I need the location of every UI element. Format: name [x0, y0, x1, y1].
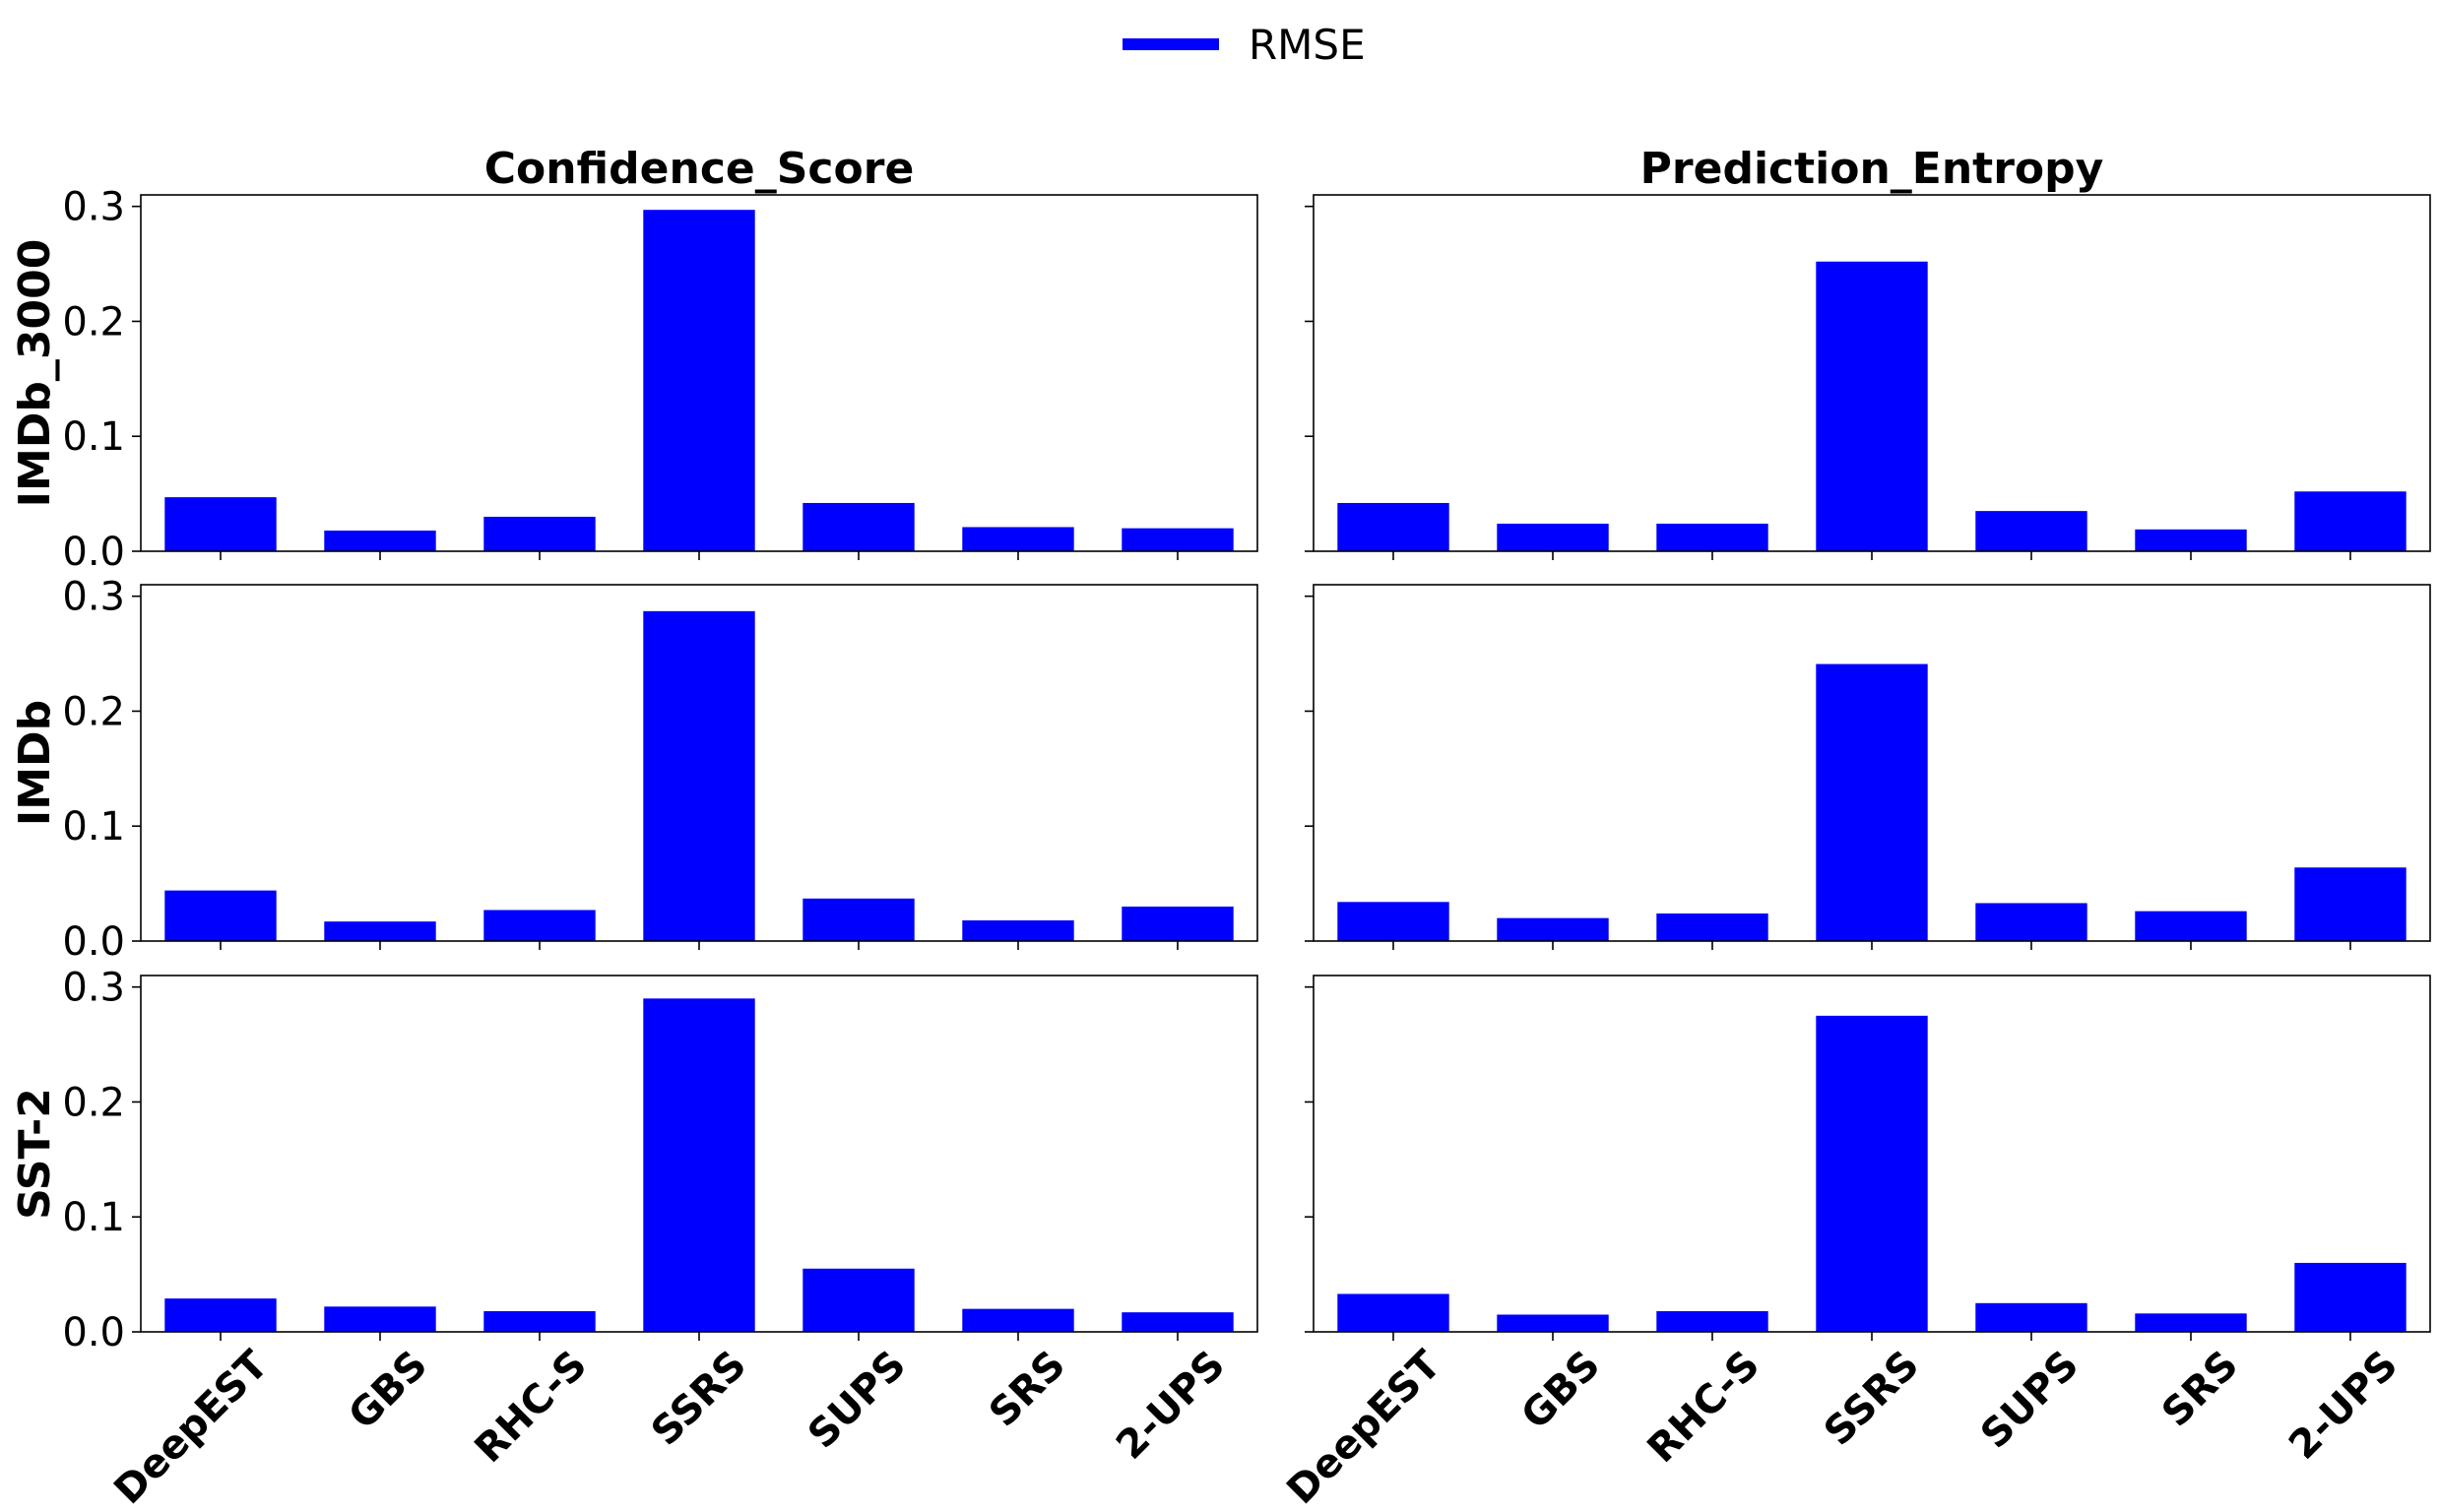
- y-tick-label: 0.0: [62, 919, 125, 965]
- row-label: IMDb: [10, 700, 60, 826]
- bar: [2294, 1262, 2407, 1332]
- bar: [1337, 1293, 1449, 1332]
- bar: [324, 530, 436, 551]
- plot-frame: [1313, 584, 2431, 942]
- bar: [1656, 1310, 1768, 1332]
- x-tick-label: SSRS: [643, 1343, 755, 1455]
- bar: [483, 910, 596, 941]
- x-tick-label: RHC-S: [467, 1343, 596, 1472]
- x-tick-label: SUPS: [1972, 1343, 2087, 1458]
- plot-frame: [1313, 975, 2431, 1333]
- x-tick-label: 2-UPS: [2280, 1343, 2407, 1469]
- column-title: Prediction_Entropy: [1640, 144, 2104, 194]
- bar: [962, 527, 1074, 551]
- x-tick-label: 2-UPS: [1108, 1343, 1234, 1469]
- bar: [643, 610, 755, 941]
- x-tick-label: SRS: [981, 1343, 1074, 1436]
- y-tick-label: 0.0: [62, 530, 125, 575]
- bar: [1656, 523, 1768, 551]
- bar: [962, 919, 1074, 941]
- bar: [1122, 906, 1234, 941]
- plot-frame: [140, 975, 1258, 1333]
- y-tick-label: 0.2: [62, 1080, 125, 1125]
- bar: [164, 1298, 277, 1332]
- bar: [164, 890, 277, 941]
- x-tick-label: SSRS: [1816, 1343, 1928, 1455]
- bar: [1975, 511, 2087, 551]
- plot-frame: [1313, 194, 2431, 552]
- plot-frame: [140, 584, 1258, 942]
- y-tick-label: 0.3: [62, 575, 125, 620]
- bar: [2294, 491, 2407, 551]
- x-tick-label: DeepEST: [105, 1342, 277, 1512]
- bar: [324, 1306, 436, 1332]
- y-tick-label: 0.3: [62, 966, 125, 1011]
- row-label: IMDb_3000: [10, 239, 60, 508]
- bar: [1337, 502, 1449, 551]
- bar: [643, 210, 755, 551]
- x-tick-label: RHC-S: [1639, 1343, 1768, 1472]
- bar: [962, 1308, 1074, 1332]
- bar: [483, 516, 596, 551]
- bar: [802, 1268, 915, 1332]
- bar: [802, 502, 915, 551]
- x-tick-label: GBS: [340, 1343, 436, 1439]
- bar: [1497, 523, 1609, 551]
- y-tick-label: 0.0: [62, 1310, 125, 1355]
- legend-label: RMSE: [1249, 21, 1366, 69]
- bar: [1975, 903, 2087, 941]
- y-tick-label: 0.3: [62, 185, 125, 230]
- bar: [643, 998, 755, 1332]
- bar: [2135, 1313, 2247, 1332]
- column-title: Confidence_Score: [484, 144, 915, 194]
- row-label: SST-2: [10, 1088, 60, 1220]
- bar: [2135, 911, 2247, 941]
- x-tick-label: GBS: [1512, 1343, 1609, 1439]
- bar: [2135, 529, 2247, 551]
- y-tick-label: 0.1: [62, 804, 125, 850]
- bar: [164, 497, 277, 551]
- bar: [802, 898, 915, 941]
- legend: RMSE: [1123, 21, 1366, 69]
- y-tick-label: 0.2: [62, 689, 125, 734]
- bar: [1816, 663, 1928, 941]
- bar: [1975, 1302, 2087, 1332]
- x-tick-label: DeepEST: [1278, 1342, 1449, 1512]
- bar: [324, 921, 436, 941]
- plot-frame: [140, 194, 1258, 552]
- bar: [483, 1310, 596, 1332]
- bar: [1816, 261, 1928, 551]
- bar: [1497, 1314, 1609, 1332]
- y-tick-label: 0.2: [62, 299, 125, 345]
- bar: [1122, 1312, 1234, 1332]
- bar: [1497, 917, 1609, 941]
- bar: [1337, 902, 1449, 941]
- bar: [1816, 1015, 1928, 1332]
- y-tick-label: 0.1: [62, 1195, 125, 1240]
- plot-grid: Confidence_Score Prediction_Entropy IMDb_3…: [10, 144, 2431, 1512]
- y-tick-label: 0.1: [62, 414, 125, 460]
- x-tick-label: SUPS: [800, 1343, 915, 1458]
- bar: [2294, 867, 2407, 941]
- x-tick-label: SRS: [2153, 1343, 2247, 1436]
- bar: [1122, 528, 1234, 551]
- bar: [1656, 913, 1768, 941]
